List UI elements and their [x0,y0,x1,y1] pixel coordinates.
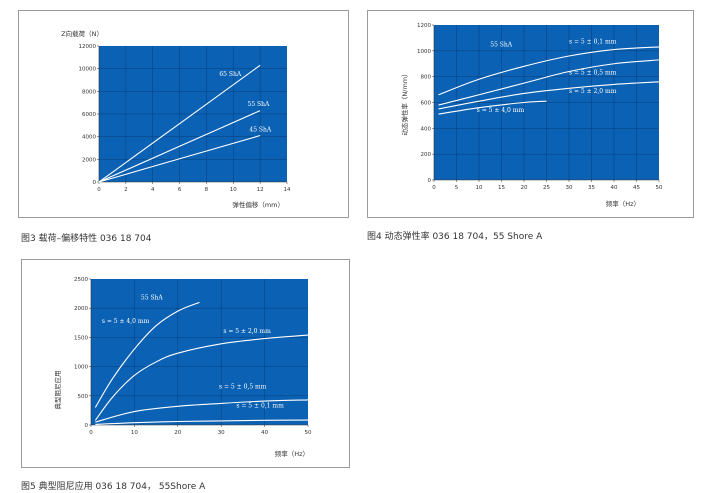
x-tick-label: 20 [521,185,528,191]
x-tick-label: 10 [131,430,138,436]
chart-dynamic-stiffness: 0 5 10 15 20 25 30 35 40 45 50 0 200 400 600 800 1000 120… [400,23,663,208]
x-axis-label: 频率（Hz） [606,199,640,208]
x-tick-label: 0 [89,430,93,436]
x-tick-label: 8 [205,187,209,193]
series-label-1: s = 5 ± 0,5 mm [569,70,617,77]
series-line-2 [98,135,261,183]
series-label-1: s = 5 ± 2,0 mm [223,328,271,335]
y-tick-label: 2000 [74,306,88,312]
series-line-0 [94,301,200,408]
x-tick-label: 0 [97,187,101,193]
x-tick-label: 12 [257,187,264,193]
x-tick-label: 50 [656,185,663,191]
x-tick-label: 40 [611,185,618,191]
y-tick-label: 0 [93,180,97,186]
y-tick-label: 1200 [417,23,431,29]
caption-chart-4: 图4 动态弹性率 036 18 704，55 Shore A [367,232,543,242]
y-tick-label: 500 [78,394,89,400]
chart-panel-damping: 0 10 20 30 40 50 0 500 1000 1500 2000 2500 s = 5 ± 4… [21,259,350,468]
x-tick-label: 20 [174,430,181,436]
y-tick-label: 1000 [74,365,88,371]
y-tick-label: 600 [421,101,432,107]
x-tick-label: 4 [151,187,155,193]
x-axis-label: 频率（Hz） [275,449,309,458]
chart-panel-load-deflection: 0 2 4 6 8 10 12 14 0 2000 4000 6000 8000 10000 12000 65… [18,10,349,218]
series-line-1 [438,59,660,106]
series-label-3: s = 5 ± 4,0 mm [477,107,525,114]
x-tick-label: 0 [432,185,436,191]
x-tick-label: 10 [230,187,237,193]
x-tick-label: 14 [284,187,291,193]
y-tick-label: 8000 [82,89,96,95]
x-tick-label: 25 [543,185,550,191]
y-tick-label: 4000 [82,135,96,141]
series-label-0: s = 5 ± 4,0 mm [102,318,150,325]
series-label-3: s = 5 ± 0,1 mm [236,402,284,409]
y-tick-label: 800 [421,75,432,81]
series-line-3 [95,419,309,425]
chart-panel-dynamic-stiffness: 0 5 10 15 20 25 30 35 40 45 50 0 200 400 600 800 1000 120… [367,10,694,218]
chart-title: 55 ShA [141,294,164,301]
y-axis-label: 动态弹性率（N/mm） [400,70,409,135]
x-axis-label: 弹性偏移（mm） [232,200,284,209]
series-label-1: 55 ShA [248,101,271,108]
chart-title: 55 ShA [490,42,513,49]
series-line-1 [98,110,261,183]
y-tick-label: 1500 [74,335,88,341]
y-tick-label: 2000 [82,157,96,163]
x-tick-label: 35 [588,185,595,191]
y-tick-label: 0 [85,423,89,429]
x-tick-label: 30 [566,185,573,191]
series-line-0 [98,64,261,183]
x-tick-label: 50 [305,430,312,436]
y-tick-label: 400 [421,126,432,132]
x-tick-label: 15 [498,185,505,191]
chart-load-deflection: 0 2 4 6 8 10 12 14 0 2000 4000 6000 8000 10000 12000 65… [61,29,291,209]
x-tick-label: 40 [261,430,268,436]
y-axis-label: 典型阻尼应用 [53,371,62,410]
series-line-2 [438,81,660,110]
series-line-3 [438,100,547,115]
x-tick-label: 2 [124,187,128,193]
series-line-1 [94,334,309,421]
x-tick-label: 6 [178,187,182,193]
y-tick-label: 200 [421,152,432,158]
x-tick-label: 10 [476,185,483,191]
series-label-0: 65 ShA [219,71,242,78]
series-label-0: s = 5 ± 0,1 mm [569,39,617,46]
y-tick-label: 6000 [82,112,96,118]
series-label-2: s = 5 ± 2,0 mm [569,88,617,95]
series-line-2 [95,399,309,423]
y-tick-label: 1000 [417,49,431,55]
y-tick-label: 12000 [79,44,97,50]
x-tick-label: 5 [455,185,459,191]
caption-chart-5: 图5 典型阻尼应用 036 18 704， 55Shore A [21,482,206,492]
y-axis-label: Z向载荷（N） [61,29,103,38]
series-label-2: s = 5 ± 0,5 mm [219,384,267,391]
y-tick-label: 0 [428,178,432,184]
series-label-2: 45 ShA [249,127,272,134]
x-tick-label: 45 [633,185,640,191]
y-tick-label: 10000 [79,67,97,73]
series-line-0 [438,46,660,96]
x-tick-label: 30 [218,430,225,436]
y-tick-label: 2500 [74,277,88,283]
caption-chart-3: 图3 载荷–偏移特性 036 18 704 [21,234,152,244]
